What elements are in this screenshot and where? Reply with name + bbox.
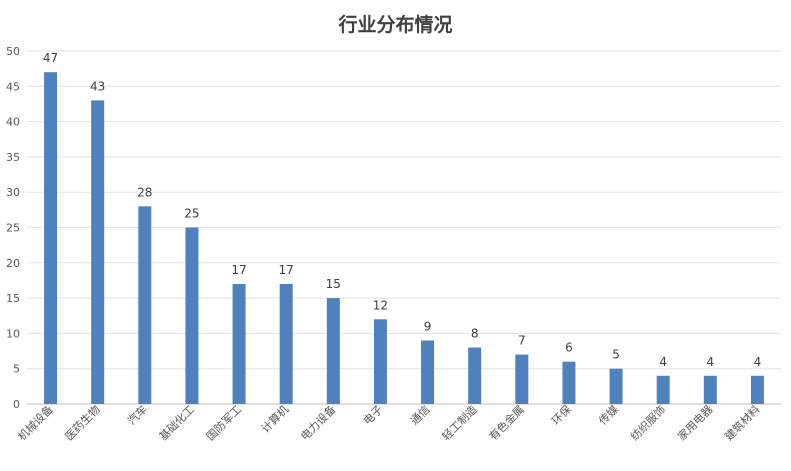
bar <box>185 227 199 404</box>
y-tick-label: 30 <box>6 186 20 199</box>
bar <box>468 347 482 404</box>
data-label: 47 <box>43 51 58 65</box>
x-tick-label: 通信 <box>408 403 433 428</box>
bar <box>138 206 152 404</box>
y-tick-label: 40 <box>6 116 20 129</box>
data-label: 7 <box>518 334 526 348</box>
x-tick-label: 机械设备 <box>15 402 56 443</box>
y-tick-label: 50 <box>6 45 20 58</box>
data-label: 9 <box>424 319 432 333</box>
bar <box>421 340 435 404</box>
data-label: 4 <box>706 355 714 369</box>
bar <box>750 375 764 404</box>
data-label: 4 <box>754 355 762 369</box>
x-tick-label: 纺织服饰 <box>627 402 668 443</box>
x-tick-label: 汽车 <box>124 402 149 427</box>
x-tick-label: 电力设备 <box>297 402 338 443</box>
x-tick-label: 计算机 <box>258 402 291 435</box>
data-label: 28 <box>137 185 152 199</box>
bar <box>279 283 293 404</box>
x-tick-label: 医药生物 <box>62 402 103 443</box>
data-label: 43 <box>90 79 105 93</box>
bar <box>562 361 576 404</box>
data-label: 15 <box>326 277 341 291</box>
bar <box>515 354 529 404</box>
y-tick-label: 25 <box>6 222 20 235</box>
x-tick-label: 环保 <box>549 402 574 427</box>
y-tick-label: 45 <box>6 80 20 93</box>
data-label: 6 <box>565 341 573 355</box>
data-label: 8 <box>471 327 479 341</box>
x-tick-label: 建筑材料 <box>722 402 763 443</box>
x-tick-label: 有色金属 <box>486 402 527 443</box>
bar <box>44 72 58 405</box>
y-tick-label: 20 <box>6 257 20 270</box>
data-label: 25 <box>184 207 199 221</box>
chart-title: 行业分布情况 <box>338 14 453 36</box>
bar <box>373 319 387 404</box>
y-tick-label: 5 <box>13 363 20 376</box>
data-label: 17 <box>231 263 246 277</box>
y-tick-label: 35 <box>6 151 20 164</box>
x-tick-label: 国防军工 <box>203 402 244 443</box>
data-label: 4 <box>659 355 667 369</box>
bar <box>703 375 717 404</box>
data-label: 17 <box>279 263 294 277</box>
bar <box>326 298 340 404</box>
x-tick-label: 轻工制造 <box>439 402 480 443</box>
bar <box>91 100 105 405</box>
bar <box>609 368 623 404</box>
data-label: 12 <box>373 298 388 312</box>
y-tick-label: 15 <box>6 292 20 305</box>
x-tick-label: 基础化工 <box>156 402 197 443</box>
x-tick-label: 电子 <box>361 403 386 428</box>
x-tick-label: 传媒 <box>596 403 621 428</box>
data-label: 5 <box>612 348 620 362</box>
bar <box>232 283 246 404</box>
y-tick-label: 10 <box>6 327 20 340</box>
x-tick-label: 家用电器 <box>674 402 715 443</box>
bar <box>656 375 670 404</box>
y-tick-label: 0 <box>13 398 20 411</box>
